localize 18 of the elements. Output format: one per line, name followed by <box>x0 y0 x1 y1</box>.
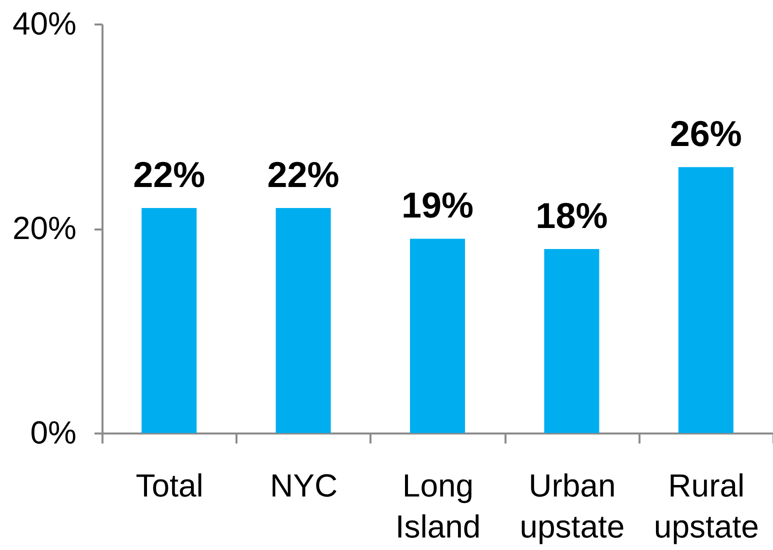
y-tick-label: 0% <box>30 414 76 450</box>
data-label: 26% <box>670 113 742 154</box>
data-label: 18% <box>536 194 608 236</box>
data-label: 19% <box>401 184 474 226</box>
bar <box>544 248 600 433</box>
bar <box>142 208 197 433</box>
x-tick-label: Urban upstate <box>520 468 625 544</box>
x-tick-label: Long Island <box>395 468 481 544</box>
x-tick-label: Rural upstate <box>654 468 759 544</box>
data-label: 22% <box>133 154 206 196</box>
x-tick-label: NYC <box>270 468 338 504</box>
data-label: 22% <box>267 154 340 196</box>
y-tick-label: 40% <box>12 6 76 42</box>
bar <box>678 167 734 433</box>
bar <box>276 208 331 433</box>
bar <box>410 238 466 433</box>
y-tick-label: 20% <box>12 210 76 246</box>
x-tick-label: Total <box>136 468 204 504</box>
